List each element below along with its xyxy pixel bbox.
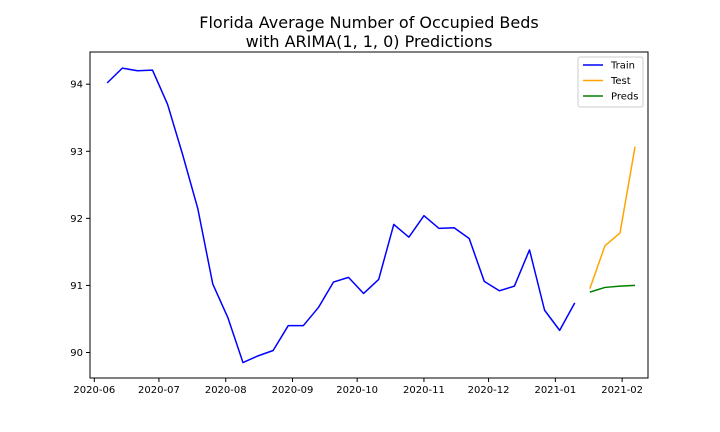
series-line-test [589,146,636,290]
y-tick-label: 90 [70,348,83,359]
x-tick-label: 2021-01 [534,385,576,396]
x-tick-label: 2020-10 [336,385,378,396]
legend-box [577,56,644,108]
x-tick-label: 2020-11 [403,385,445,396]
x-tick-label: 2020-09 [272,385,314,396]
x-tick-label: 2021-02 [601,385,643,396]
y-tick-label: 94 [70,80,83,91]
series-lines [106,67,636,364]
chart-title-line-2: with ARIMA(1, 1, 0) Predictions [246,32,493,51]
x-tick-label: 2020-12 [468,385,510,396]
x-tick-label: 2020-07 [138,385,180,396]
y-tick-label: 93 [70,147,83,158]
legend-label-train: Train [610,61,635,72]
x-tick-label: 2020-06 [73,385,115,396]
y-tick-label: 92 [70,214,83,225]
series-line-preds [589,284,636,293]
legend-label-preds: Preds [611,92,638,103]
y-tick-label: 91 [70,281,83,292]
x-tick-label: 2020-08 [205,385,247,396]
legend-label-test: Test [610,76,631,87]
axis-ticks: 2020-06 2020-07 2020-08 2020-09 2020-10 2020-… [70,80,643,396]
plot-area-frame [89,51,649,379]
chart-title-line-1: Florida Average Number of Occupied Beds [199,13,539,32]
legend: Train Test Preds [577,56,644,108]
series-line-train [106,67,576,364]
